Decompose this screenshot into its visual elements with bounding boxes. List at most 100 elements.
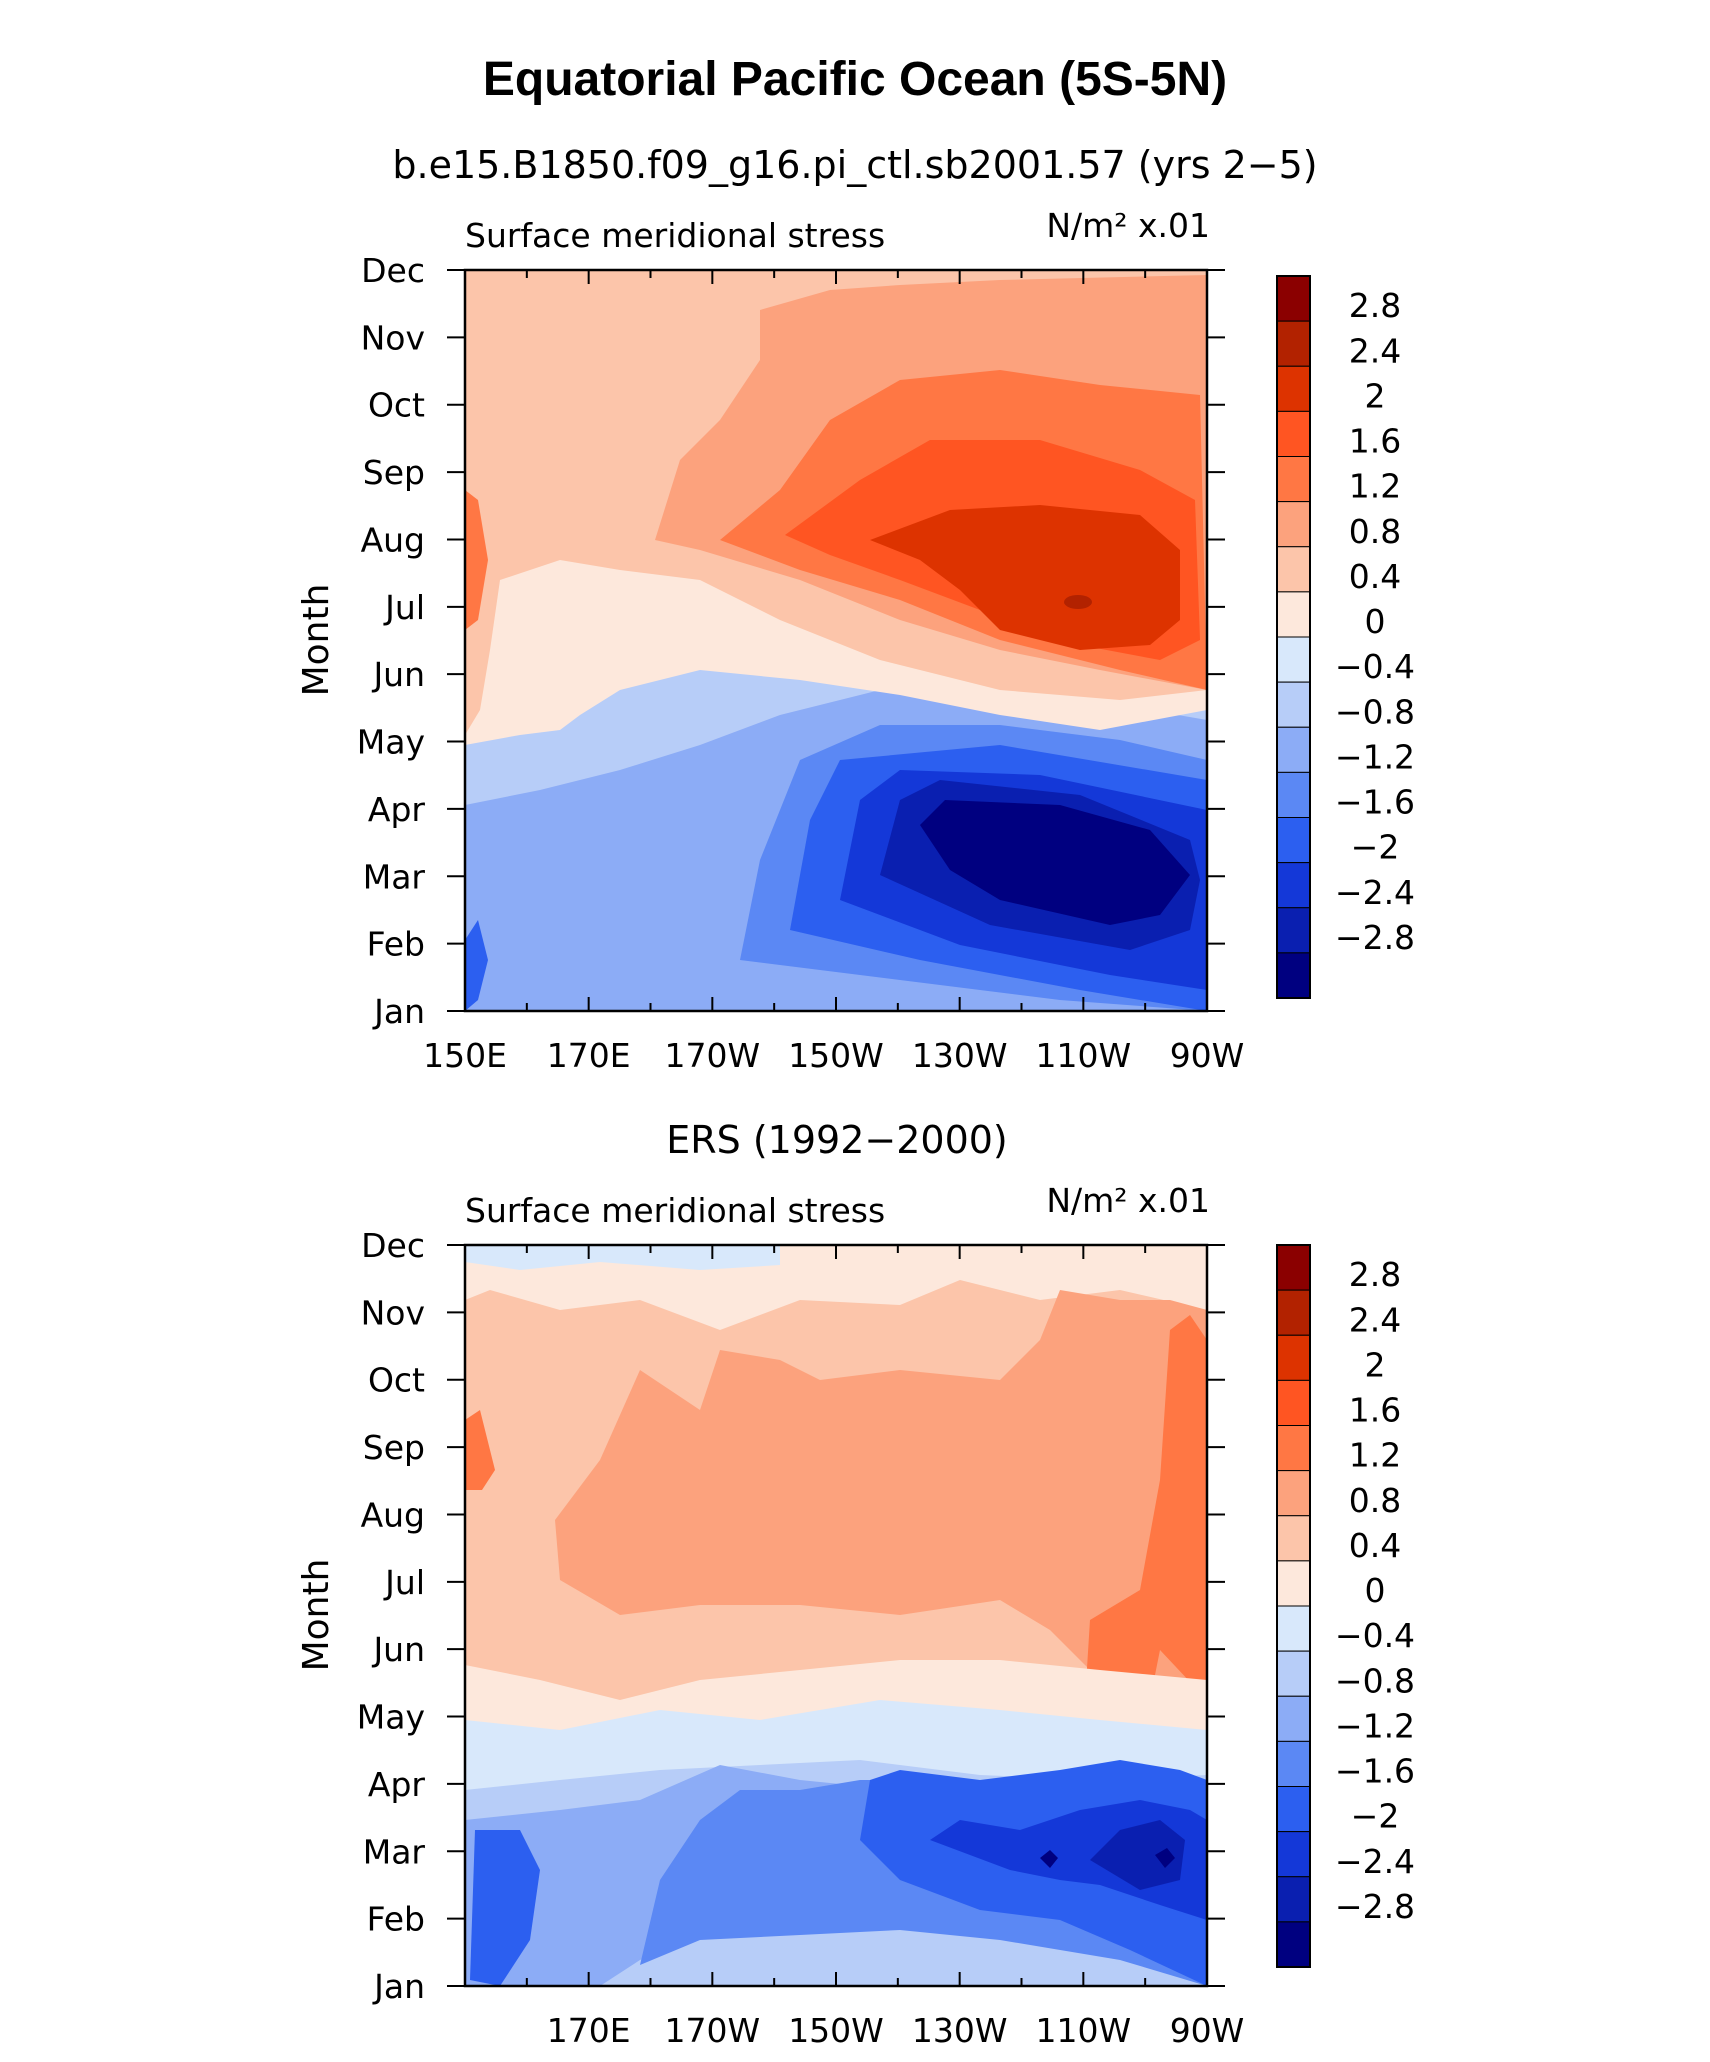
y-tick-label: Jan: [372, 1967, 425, 2006]
x-tick-label: 110W: [1036, 1036, 1132, 1075]
x-tick-label: 150W: [788, 1036, 884, 1075]
colorbar-label: 1.2: [1349, 467, 1401, 506]
x-tick-label: 90W: [1170, 1036, 1245, 1075]
x-tick-label: 150E: [423, 1036, 507, 1075]
colorbar-swatch: [1276, 1605, 1311, 1652]
x-tick-label: 170E: [547, 2011, 631, 2050]
colorbar-label: 2.8: [1349, 1255, 1401, 1294]
colorbar-swatch: [1276, 636, 1311, 683]
colorbar-swatch: [1276, 681, 1311, 728]
panel-title: b.e15.B1850.f09_g16.pi_ctl.sb2001.57 (yr…: [392, 143, 1317, 187]
y-tick-label: May: [357, 1698, 425, 1737]
y-tick-label: May: [357, 723, 425, 762]
colorbar-label: 1.6: [1349, 1391, 1401, 1430]
x-tick-label: 170W: [665, 2011, 761, 2050]
contour-band-0-0p4-top: [465, 1245, 1207, 1330]
x-tick-label: 130W: [912, 1036, 1008, 1075]
y-tick-label: Jan: [372, 992, 425, 1031]
colorbar-label: 2.8: [1349, 286, 1401, 325]
colorbar-label: −2.4: [1335, 873, 1415, 912]
colorbar-label: 0: [1365, 1571, 1386, 1610]
colorbar-label: 0.8: [1349, 1481, 1401, 1520]
colorbar-label: 2.4: [1349, 331, 1401, 370]
colorbar-label: −2.4: [1335, 1842, 1415, 1881]
colorbar-swatch: [1276, 952, 1311, 999]
y-tick-label: Jun: [371, 655, 425, 694]
y-axis-label: Month: [296, 584, 337, 697]
contour-band-min-2: [1040, 1850, 1058, 1868]
colorbar-frame: [1276, 1244, 1311, 1968]
colorbar-swatch: [1276, 907, 1311, 954]
colorbar-swatch: [1276, 1560, 1311, 1607]
x-axis: 170E 170W 150W 130W 110W 90W: [464, 1245, 1245, 2050]
x-tick-label: 130W: [912, 2011, 1008, 2050]
colorbar-swatch: [1276, 726, 1311, 773]
colorbar-swatch: [1276, 771, 1311, 818]
panel-subtitle: Surface meridional stress: [465, 1191, 885, 1230]
colorbar-swatch: [1276, 1695, 1311, 1742]
y-tick-label: Dec: [361, 251, 425, 290]
colorbar-label: −1.2: [1335, 1706, 1415, 1745]
y-axis-label: Month: [296, 1559, 337, 1672]
panel-observations: ERS (1992−2000) Surface meridional stres…: [296, 1118, 1415, 2050]
colorbar-swatch: [1276, 1921, 1311, 1968]
colorbar-swatch: [1276, 1831, 1311, 1878]
panel-units: N/m² x.01: [1046, 1181, 1210, 1220]
panel-units: N/m² x.01: [1046, 206, 1210, 245]
colorbar-label: −2.8: [1335, 1887, 1415, 1926]
colorbar-swatch: [1276, 275, 1311, 322]
colorbar: 2.8 2.4 2 1.6 1.2 0.8 0.4 0 −0.4 −0.8 −1.2 −1.6 −2 −2…: [1276, 1244, 1415, 1968]
colorbar-swatch: [1276, 501, 1311, 548]
x-axis: 150E 170E 170W 150W 130W 110W 90W: [423, 270, 1244, 1075]
colorbar-label: 0.4: [1349, 557, 1401, 596]
colorbar-label: −0.4: [1335, 1616, 1415, 1655]
contour-band-2-2p4: [870, 505, 1180, 650]
colorbar-swatch: [1276, 817, 1311, 864]
contour-band-0p8-1p2: [555, 1290, 1207, 1720]
colorbar-swatch: [1276, 320, 1311, 367]
x-tick-label: 170W: [665, 1036, 761, 1075]
contour-band-west-high: [465, 490, 488, 630]
y-tick-label: Apr: [368, 1765, 426, 1804]
colorbar-frame: [1276, 275, 1311, 999]
contour-field: [465, 1245, 1207, 1986]
colorbar-label: −2: [1351, 1797, 1400, 1836]
colorbar-swatch: [1276, 546, 1311, 593]
y-tick-label: Jul: [383, 588, 425, 627]
colorbar-label: −2: [1351, 828, 1400, 867]
colorbar-label: 0.8: [1349, 512, 1401, 551]
y-tick-label: Oct: [368, 1361, 425, 1400]
x-tick-label: 110W: [1036, 2011, 1132, 2050]
panel-subtitle: Surface meridional stress: [465, 216, 885, 255]
colorbar-swatch: [1276, 1786, 1311, 1833]
y-tick-label: Nov: [361, 1293, 425, 1332]
colorbar-swatch: [1276, 1470, 1311, 1517]
colorbar-swatch: [1276, 1334, 1311, 1381]
y-tick-label: Apr: [368, 790, 426, 829]
contour-band-max: [1064, 595, 1092, 609]
colorbar-swatch: [1276, 1425, 1311, 1472]
colorbar-swatch: [1276, 591, 1311, 638]
y-tick-label: Sep: [363, 453, 425, 492]
figure-title: Equatorial Pacific Ocean (5S-5N): [483, 53, 1227, 106]
y-tick-label: Nov: [361, 318, 425, 357]
colorbar-label: 2.4: [1349, 1300, 1401, 1339]
contour-band-0-neg-top: [465, 1245, 780, 1270]
contour-band-west-low: [465, 920, 488, 1011]
y-tick-label: Jul: [383, 1563, 425, 1602]
colorbar-label: −2.8: [1335, 918, 1415, 957]
x-tick-label: 170E: [547, 1036, 631, 1075]
colorbar-label: −0.8: [1335, 1661, 1415, 1700]
colorbar-swatch: [1276, 862, 1311, 909]
y-tick-label: Feb: [367, 925, 425, 964]
colorbar-swatch: [1276, 1515, 1311, 1562]
colorbar-swatch: [1276, 1650, 1311, 1697]
x-tick-label: 90W: [1170, 2011, 1245, 2050]
contour-band-min: [920, 800, 1190, 925]
contour-band-lt-2p4: [1090, 1820, 1185, 1890]
colorbar-label: 0.4: [1349, 1526, 1401, 1565]
contour-band-west-high: [465, 1410, 495, 1490]
colorbar: 2.8 2.4 2 1.6 1.2 0.8 0.4 0 −0.4 −0.8 −1.2 −1.6 −2 −2…: [1276, 275, 1415, 999]
colorbar-label: 2: [1365, 1345, 1386, 1384]
